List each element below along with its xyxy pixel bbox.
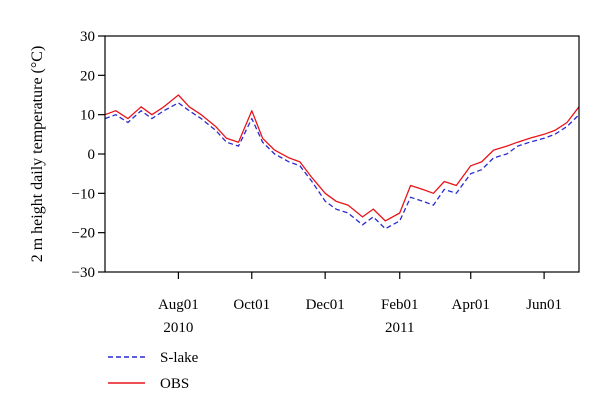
x-tick-year-label: 2011 <box>385 320 414 336</box>
legend-label: S-lake <box>160 350 199 366</box>
y-tick-label: 0 <box>88 147 96 163</box>
series-line-s-lake <box>104 102 580 230</box>
y-tick-label: −10 <box>72 186 95 202</box>
y-tick-label: 10 <box>80 108 95 124</box>
series-line-obs <box>104 94 580 222</box>
x-tick-label: Aug01 <box>158 297 199 313</box>
y-axis-ticks: −30 −20 −10 0 10 20 30 <box>72 29 105 281</box>
x-axis-ticks: Aug01 2010 Oct01 Dec01 Feb01 2011 Apr01 Jun01 <box>158 272 562 336</box>
legend: S-lake OBS <box>108 350 199 392</box>
y-tick-label: 30 <box>80 29 95 45</box>
x-tick-label: Feb01 <box>381 297 419 313</box>
y-tick-label: −30 <box>72 265 95 281</box>
x-tick-label: Jun01 <box>526 297 562 313</box>
x-tick-year-label: 2010 <box>163 320 193 336</box>
x-tick-label: Dec01 <box>306 297 345 313</box>
x-tick-label: Oct01 <box>233 297 270 313</box>
plot-frame <box>104 35 580 273</box>
legend-label: OBS <box>160 376 189 392</box>
x-tick-label: Apr01 <box>452 297 490 313</box>
y-axis-title: 2 m height daily temperature (°C) <box>29 46 46 263</box>
y-tick-label: −20 <box>72 226 95 242</box>
series-layer <box>104 94 580 230</box>
y-tick-label: 20 <box>80 68 95 84</box>
